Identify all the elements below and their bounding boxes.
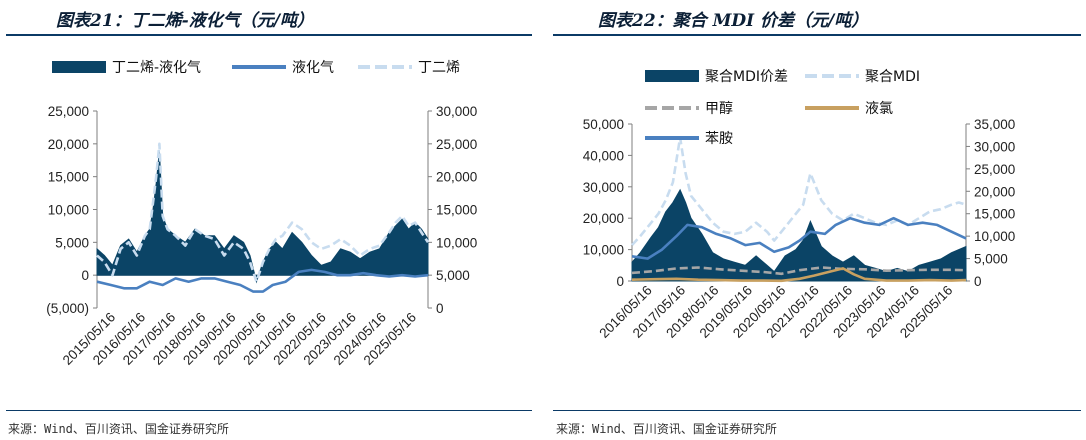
y-left-tick-label: 40,000: [583, 148, 624, 163]
legend-label: 苯胺: [705, 130, 733, 147]
series-line-5: [631, 216, 967, 260]
y-right-tick-label: 35,000: [974, 117, 1015, 132]
chart-2: 0 10,000 20,000 30,000 40,000 50,000 0 5,000 10,…: [583, 69, 1016, 341]
chart-title-left: 图表21：丁二烯-液化气（元/吨）: [56, 11, 314, 31]
y-right-tick-label: 20,000: [436, 170, 477, 185]
legend-swatch-area: [645, 70, 699, 82]
legend-label: 丁二烯: [418, 60, 460, 76]
series-line-2: [631, 136, 967, 246]
y-right-tick-label: 25,000: [974, 162, 1015, 177]
y-right-tick-label: 5,000: [436, 268, 470, 283]
y-left-tick-label: 30,000: [583, 180, 624, 195]
divider-bottom-left: [6, 410, 532, 411]
y-right-tick-label: 30,000: [436, 104, 477, 119]
legend-label: 甲醇: [705, 100, 733, 117]
series-area-1: [631, 188, 967, 282]
y-left-tick-label: 20,000: [583, 211, 624, 226]
chart-1: (5,000) 0 5,000 10,000 15,000 20,000 25,000 0 5,…: [46, 60, 477, 368]
divider-top-left: [6, 34, 532, 36]
y-right-tick-label: 15,000: [974, 207, 1015, 222]
y-right-tick-label: 5,000: [974, 252, 1008, 267]
source-note-left: 来源：Wind、百川资讯、国金证券研究所: [8, 422, 229, 436]
y-left-tick-label: 0: [616, 274, 624, 289]
y-right-tick-label: 0: [974, 274, 982, 289]
y-right-tick-label: 10,000: [974, 229, 1015, 244]
legend-label: 聚合MDI: [865, 69, 920, 85]
y-left-tick-label: 5,000: [55, 235, 89, 250]
y-left-tick-label: (5,000): [46, 301, 89, 316]
legend-swatch-area: [52, 61, 106, 73]
source-note-right: 来源：Wind、百川资讯、国金证券研究所: [556, 422, 777, 436]
y-right-tick-label: 25,000: [436, 137, 477, 152]
series-line-2: [96, 268, 429, 293]
chart-title-right: 图表22：聚合 MDI 价差（元/吨）: [598, 11, 869, 31]
y-right-tick-label: 0: [436, 301, 444, 316]
y-right-tick-label: 20,000: [974, 184, 1015, 199]
y-left-tick-label: 10,000: [48, 203, 89, 218]
y-right-tick-label: 30,000: [974, 139, 1015, 154]
series-line-3: [631, 266, 967, 276]
y-left-tick-label: 20,000: [48, 137, 89, 152]
series-line-4: [631, 267, 967, 283]
y-left-tick-label: 15,000: [48, 170, 89, 185]
divider-bottom-right: [553, 410, 1081, 411]
divider-top-right: [553, 34, 1081, 36]
y-right-tick-label: 10,000: [436, 235, 477, 250]
legend-label: 丁二烯-液化气: [112, 60, 201, 76]
y-right-tick-label: 15,000: [436, 203, 477, 218]
y-left-tick-label: 10,000: [583, 243, 624, 258]
y-left-tick-label: 50,000: [583, 117, 624, 132]
y-left-tick-label: 25,000: [48, 104, 89, 119]
legend-label: 液氯: [865, 101, 893, 117]
legend-label: 液化气: [292, 60, 334, 76]
legend-label: 聚合MDI价差: [705, 69, 788, 85]
series-line-3: [96, 142, 430, 283]
y-left-tick-label: 0: [81, 268, 89, 283]
